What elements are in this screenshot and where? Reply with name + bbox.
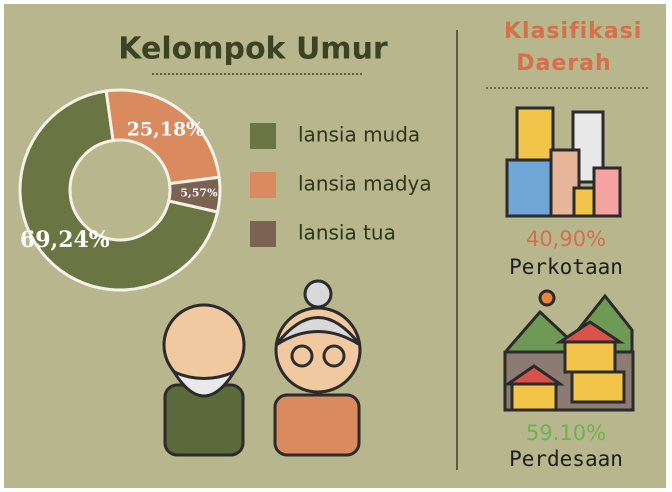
region-label: Perdesaan: [509, 447, 623, 471]
region-value: 40,90%: [526, 227, 606, 251]
legend-label: lansia tua: [298, 221, 396, 245]
legend-swatch: [250, 221, 276, 247]
data-label: 5,57%: [180, 187, 218, 200]
region-label: Perkotaan: [509, 255, 623, 279]
legend-label: lansia madya: [298, 172, 432, 196]
chart-title: Kelompok Umur: [118, 32, 388, 67]
data-label: 69,24%: [20, 227, 110, 253]
legend-swatch: [250, 172, 276, 198]
infographic: Kelompok Umur Klasifikasi Daerah 25,18: [0, 0, 672, 492]
region-title: Klasifikasi Daerah: [504, 16, 624, 80]
legend-label: lansia muda: [298, 123, 420, 147]
page: Kelompok Umur Klasifikasi Daerah 25,18: [0, 0, 672, 492]
region-value: 59.10%: [526, 421, 606, 445]
data-label: 25,18%: [127, 118, 205, 140]
region-title-box: Klasifikasi Daerah: [478, 16, 650, 86]
legend-swatch: [250, 123, 276, 149]
